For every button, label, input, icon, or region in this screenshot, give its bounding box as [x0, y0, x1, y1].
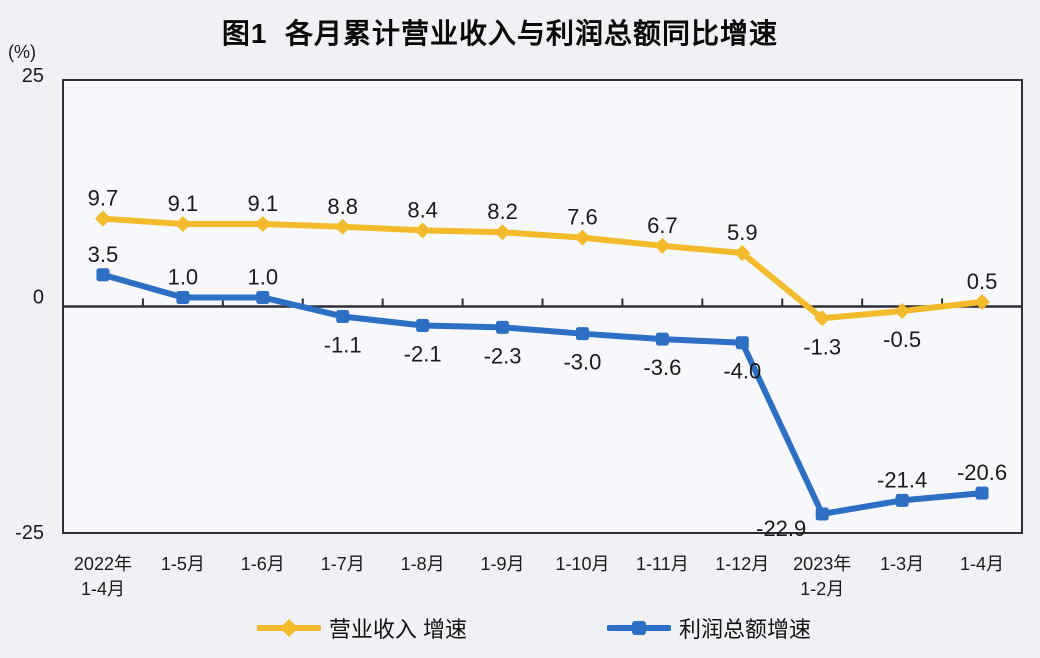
x-axis-label: 1-3月 [880, 554, 924, 574]
profit-point-marker [815, 507, 829, 521]
profit-data-label: 3.5 [88, 242, 119, 267]
revenue-data-label: 5.9 [727, 220, 758, 245]
y-axis-unit-label: (%) [8, 42, 36, 62]
profit-data-label: -3.6 [643, 355, 681, 380]
profit-point-marker [176, 290, 190, 304]
chart-legend: 营业收入 增速 利润总额增速 [14, 612, 1040, 644]
revenue-legend-marker-icon [256, 619, 321, 637]
revenue-point-marker [974, 293, 991, 310]
y-tick-label: -25 [15, 522, 44, 544]
profit-data-label: -21.4 [877, 467, 927, 492]
x-axis-label: 1-10月 [555, 554, 609, 574]
profit-data-label: -4.0 [723, 359, 761, 384]
x-axis-label: 1-12月 [715, 554, 769, 574]
legend-label-revenue: 营业收入 增速 [328, 617, 468, 642]
profit-data-label: -2.1 [404, 342, 442, 367]
profit-data-label: -22.9 [756, 516, 806, 541]
revenue-point-marker [334, 218, 351, 235]
profit-point-marker [575, 327, 589, 341]
x-axis-label: 2023年 [793, 554, 851, 574]
x-axis-label: 1-6月 [241, 554, 285, 574]
profit-point-marker [975, 486, 989, 500]
profit-data-label: 1.0 [168, 264, 199, 289]
revenue-point-marker [894, 303, 911, 320]
profit-data-label: -20.6 [957, 460, 1007, 485]
profit-point-marker [735, 336, 749, 350]
profit-data-label: -3.0 [563, 350, 601, 375]
revenue-point-marker [254, 216, 271, 233]
profit-point-marker [96, 268, 110, 282]
revenue-point-marker [574, 229, 591, 246]
revenue-data-label: 7.6 [567, 205, 598, 230]
x-axis-label: 1-8月 [401, 554, 445, 574]
revenue-data-label: 6.7 [647, 213, 678, 238]
revenue-data-label: 8.4 [407, 197, 438, 222]
legend-item-revenue: 营业收入 增速 [256, 612, 468, 644]
chart-title: 图1 各月累计营业收入与利润总额同比增速 [221, 18, 779, 49]
revenue-point-marker [814, 310, 831, 327]
profit-point-marker [416, 319, 430, 333]
revenue-point-marker [654, 237, 671, 254]
revenue-data-label: 9.1 [247, 191, 278, 216]
profit-point-marker [895, 493, 909, 507]
revenue-data-label: -0.5 [883, 327, 921, 352]
x-axis-label: 1-5月 [161, 554, 205, 574]
profit-point-marker [256, 290, 270, 304]
profit-point-marker [496, 320, 510, 334]
legend-item-profit: 利润总额增速 [607, 612, 811, 644]
x-axis-label: 1-2月 [800, 579, 844, 599]
x-axis-label: 1-4月 [960, 554, 1004, 574]
revenue-data-label: -1.3 [803, 334, 841, 359]
revenue-data-label: 8.8 [327, 194, 358, 219]
profit-point-marker [655, 332, 669, 346]
x-axis-label: 1-11月 [636, 554, 689, 574]
y-tick-label: 25 [22, 65, 44, 87]
revenue-point-marker [94, 210, 111, 227]
revenue-point-marker [414, 222, 431, 239]
x-axis-label: 2022年 [74, 554, 132, 574]
revenue-point-marker [734, 245, 751, 262]
profit-data-label: -2.3 [484, 343, 522, 368]
legend-label-profit: 利润总额增速 [679, 617, 812, 642]
profit-data-label: -1.1 [324, 332, 362, 357]
revenue-point-marker [494, 224, 511, 241]
y-tick-label: 0 [33, 287, 44, 309]
profit-legend-marker-icon [607, 621, 672, 635]
revenue-data-label: 0.5 [967, 269, 998, 294]
x-axis-label: 1-9月 [481, 554, 525, 574]
x-axis-label: 1-7月 [321, 554, 365, 574]
revenue-data-label: 9.7 [88, 186, 119, 211]
revenue-data-label: 9.1 [168, 191, 199, 216]
revenue-series-line [99, 215, 986, 322]
profit-data-label: 1.0 [247, 264, 278, 289]
profit-series-line [99, 271, 986, 517]
revenue-data-label: 8.2 [487, 199, 518, 224]
revenue-point-marker [174, 216, 191, 233]
x-axis-label: 1-4月 [81, 579, 125, 599]
profit-point-marker [336, 309, 350, 323]
